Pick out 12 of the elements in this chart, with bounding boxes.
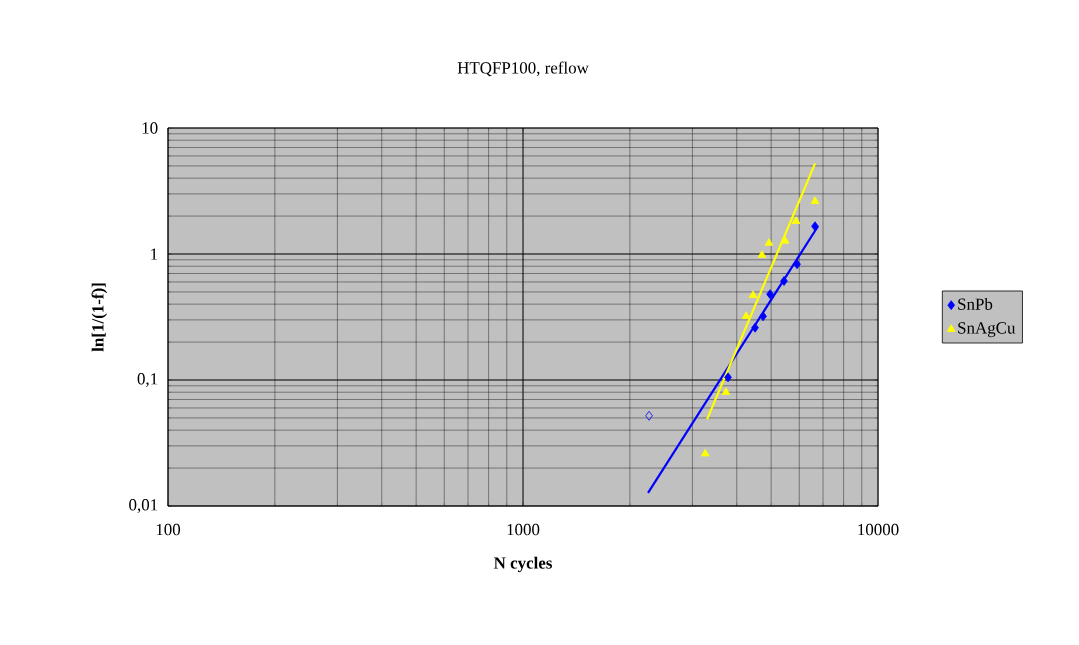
x-axis-title: N cycles <box>493 556 552 573</box>
y-axis-title: ln[1/(1-f)] <box>91 283 108 352</box>
x-tick-label: 1000 <box>507 523 540 536</box>
x-tick-label: 100 <box>156 523 181 536</box>
y-tick-label: 1 <box>151 248 158 260</box>
y-tick-label: 10 <box>142 122 158 134</box>
x-tick-label: 10000 <box>858 523 899 536</box>
y-tick-label: 0,01 <box>129 499 158 513</box>
chart-title: HTQFP100, reflow <box>457 61 589 77</box>
y-tick-label: 0,1 <box>137 373 158 387</box>
legend-label: SnAgCu <box>958 322 1016 338</box>
legend-label: SnPb <box>958 297 993 310</box>
